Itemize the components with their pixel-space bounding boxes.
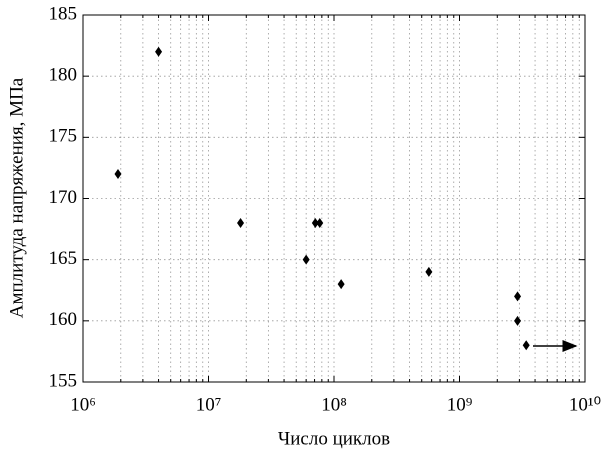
y-tick-label: 155 xyxy=(49,370,78,391)
data-point xyxy=(425,266,433,277)
y-tick-label: 175 xyxy=(49,126,78,147)
data-point xyxy=(155,46,163,57)
y-axis-label: Амплитуда напряжения, МПа xyxy=(6,77,27,318)
x-tick-label: 10¹⁰ xyxy=(569,394,601,415)
x-tick-label: 10⁶ xyxy=(70,394,96,415)
data-point xyxy=(514,315,522,326)
data-point xyxy=(337,279,345,290)
data-point xyxy=(522,340,530,351)
x-tick-label: 10⁸ xyxy=(321,394,347,415)
y-tick-label: 165 xyxy=(49,248,78,269)
data-point xyxy=(302,254,310,265)
y-tick-label: 180 xyxy=(49,65,78,86)
data-point xyxy=(114,169,122,180)
data-point xyxy=(237,217,245,228)
x-axis-label: Число циклов xyxy=(278,428,390,449)
x-tick-label: 10⁹ xyxy=(447,394,473,415)
data-point xyxy=(316,217,324,228)
data-point xyxy=(311,217,319,228)
y-tick-label: 160 xyxy=(49,309,78,330)
x-tick-label: 10⁷ xyxy=(196,394,222,415)
data-point xyxy=(514,291,522,302)
y-tick-label: 170 xyxy=(49,187,78,208)
y-tick-label: 185 xyxy=(49,3,78,24)
